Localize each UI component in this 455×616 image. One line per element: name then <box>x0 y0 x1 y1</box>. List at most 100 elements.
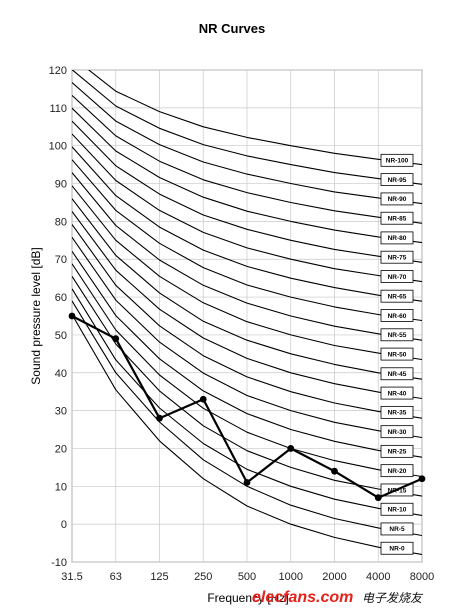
measured-point <box>418 475 426 483</box>
nr-curve <box>72 159 422 322</box>
nr-curve-label-box <box>380 270 414 283</box>
measured-point <box>374 494 382 502</box>
x-tick-label: 250 <box>194 571 212 583</box>
nr-curve <box>72 172 422 341</box>
x-tick-label: 125 <box>150 571 168 583</box>
nr-curve-label-box <box>380 502 414 516</box>
nr-curve-label: NR-60 <box>388 313 407 320</box>
measured-point <box>112 335 120 343</box>
measured-point <box>199 395 207 403</box>
nr-curve <box>72 236 422 439</box>
nr-curve <box>72 263 422 478</box>
measured-point <box>156 414 163 422</box>
x-tick-label: 500 <box>238 571 256 583</box>
nr-curve <box>72 146 422 302</box>
nr-curve <box>72 288 422 516</box>
nr-curve-label: NR-20 <box>388 468 407 475</box>
nr-curve-label: NR-25 <box>388 449 407 456</box>
nr-curve-label-box <box>380 231 414 245</box>
nr-curve <box>72 224 422 419</box>
nr-curve-label-box <box>380 425 414 439</box>
nr-curve <box>72 314 422 555</box>
x-axis-label: Frequency [Hz] <box>207 591 288 605</box>
nr-curve-label-box <box>380 328 414 342</box>
y-tick-label: 0 <box>61 519 67 531</box>
nr-curve-label-box <box>380 541 414 555</box>
y-tick-label: 70 <box>55 254 67 266</box>
measured-point <box>243 479 251 486</box>
y-tick-label: 60 <box>55 292 67 304</box>
nr-curve-label: NR-85 <box>388 216 407 223</box>
y-tick-label: 90 <box>55 179 67 191</box>
measured-point <box>287 445 295 452</box>
nr-curve-label: NR-10 <box>388 507 407 514</box>
y-tick-label: 120 <box>49 65 67 77</box>
y-tick-label: 40 <box>55 368 67 380</box>
nr-curve <box>72 94 422 224</box>
nr-curve <box>87 70 422 166</box>
nr-curve <box>72 250 422 458</box>
nr-curve-label-box <box>380 367 414 381</box>
measured-point <box>68 312 76 320</box>
nr-curve-label: NR-30 <box>388 429 407 436</box>
nr-curve-label-box <box>380 386 414 400</box>
nr-curve-label-box <box>380 153 414 167</box>
watermark: elecfans.com 电子发烧友 <box>252 589 424 606</box>
nr-curve-label-box <box>380 192 414 206</box>
watermark-suffix: 电子发烧友 <box>362 591 424 605</box>
x-tick-label: 31.5 <box>61 571 82 583</box>
nr-curve-label: NR-75 <box>388 255 407 262</box>
y-tick-label: -10 <box>51 557 67 569</box>
x-tick-label: 63 <box>110 571 122 583</box>
nr-curve-label: NR-90 <box>388 196 407 203</box>
nr-curve-label-box <box>380 464 414 478</box>
nr-curve <box>72 276 422 497</box>
y-tick-label: 80 <box>55 216 67 228</box>
nr-curve-labels: NR-0 NR-5 NR-10 NR-15 NR-20 NR-25 NR-30 NR-35 NR… <box>380 153 414 555</box>
nr-curve-label: NR-0 <box>389 546 405 553</box>
nr-curve-label: NR-5 <box>389 526 405 533</box>
nr-curve-label-box <box>380 405 414 419</box>
nr-curve-label: NR-80 <box>388 235 407 242</box>
nr-curve-label-box <box>380 309 414 322</box>
x-tick-label: 2000 <box>322 571 346 583</box>
nr-curve-label: NR-45 <box>388 371 407 378</box>
nr-curve-label-box <box>380 347 414 361</box>
nr-curve-label: NR-50 <box>388 351 407 358</box>
nr-curve-label-box <box>380 444 414 458</box>
y-tick-label: 30 <box>55 406 67 418</box>
nr-curve-label: NR-55 <box>388 332 407 339</box>
nr-curve-label-box <box>380 211 414 225</box>
nr-curve <box>72 70 422 185</box>
nr-curve <box>72 107 422 244</box>
nr-curve-label-box <box>380 173 414 187</box>
nr-curve <box>72 82 422 205</box>
nr-curve-label: NR-35 <box>388 410 407 417</box>
watermark-text: elecfans.com <box>252 589 353 606</box>
nr-curve <box>72 133 422 283</box>
measured-point <box>331 467 338 475</box>
nr-curve-label: NR-65 <box>388 293 407 300</box>
y-axis-label: Sound pressure level [dB] <box>29 247 43 384</box>
y-tick-label: 110 <box>49 103 67 115</box>
nr-curve <box>72 120 422 263</box>
y-tick-label: 10 <box>55 481 67 493</box>
y-tick-label: 100 <box>49 141 67 153</box>
nr-curve <box>72 185 422 361</box>
x-tick-label: 4000 <box>366 571 390 583</box>
nr-curves <box>72 70 422 555</box>
nr-curve-label: NR-40 <box>388 390 407 397</box>
measured-series <box>68 312 426 502</box>
nr-curve <box>72 198 422 380</box>
nr-curve <box>72 211 422 400</box>
y-tick-label: 20 <box>55 443 67 455</box>
nr-curve <box>72 300 422 537</box>
nr-curve-label: NR-95 <box>388 177 407 184</box>
nr-curve-label: NR-100 <box>386 158 409 165</box>
chart-title: NR Curves <box>199 21 265 36</box>
nr-curve-label-box <box>380 250 414 264</box>
nr-curve-label-box <box>380 289 414 303</box>
x-tick-labels: 31.5 63 125 250 500 1000 2000 4000 8000 <box>61 571 434 583</box>
nr-curve-label: NR-70 <box>388 274 407 281</box>
